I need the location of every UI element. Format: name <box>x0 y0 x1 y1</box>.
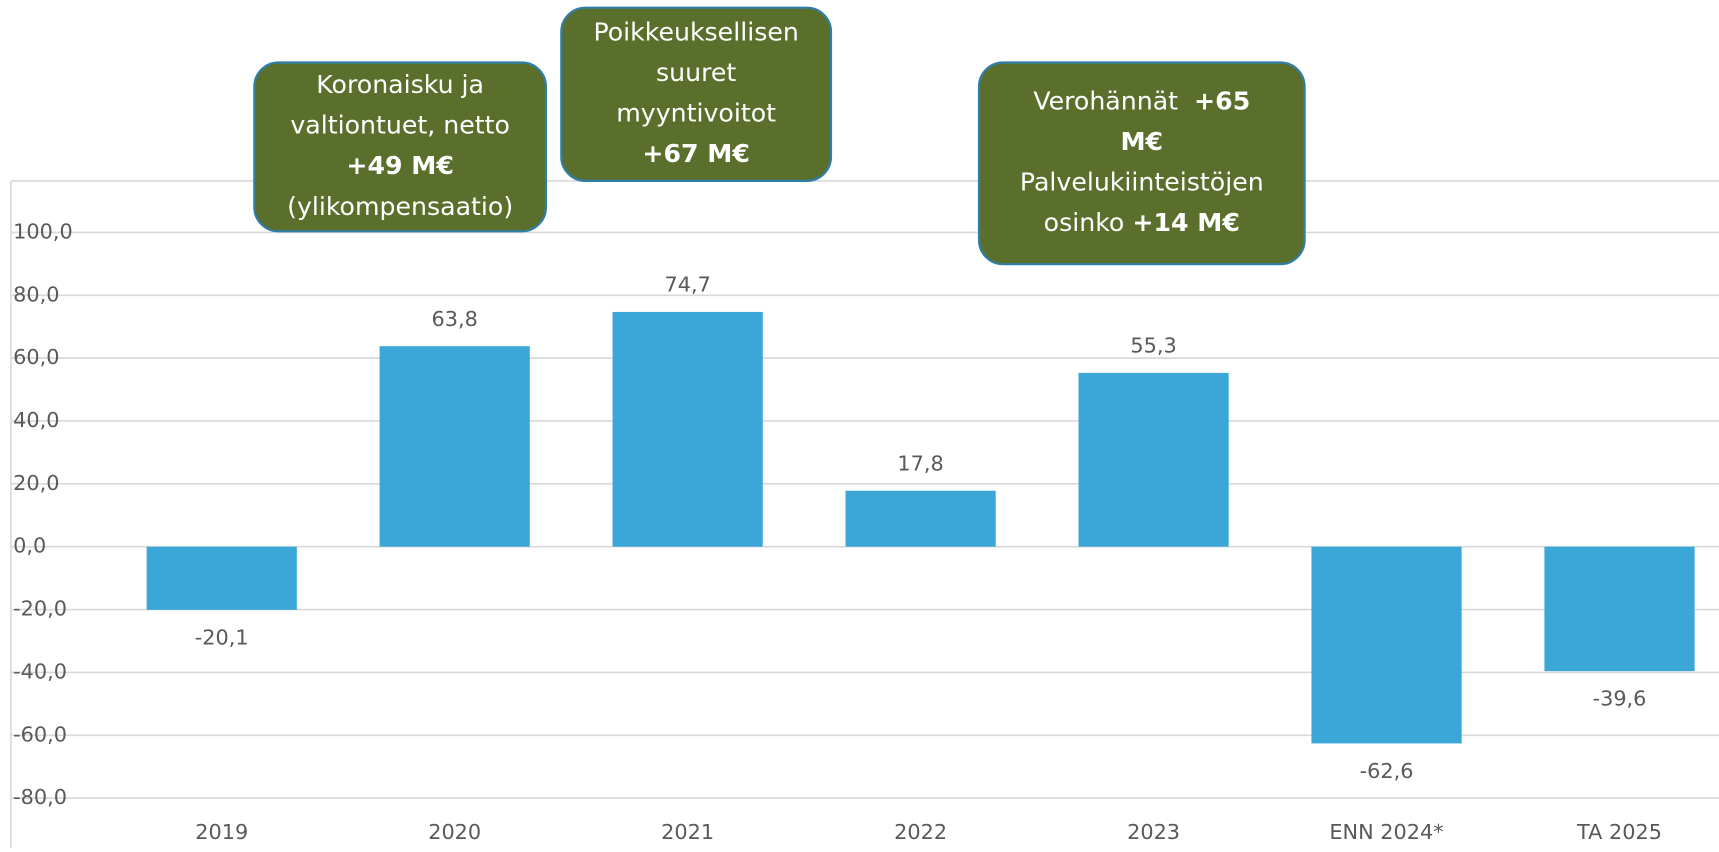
annotation-text: +67 M€ <box>642 139 750 168</box>
annotation: Poikkeuksellisen suuret myyntivoitot +67 M€ <box>560 6 833 182</box>
annotation-text: M€ <box>1120 127 1163 156</box>
y-tick-label: 40,0 <box>13 408 59 432</box>
data-label: 55,3 <box>1130 334 1176 358</box>
annotation-text: Palvelukiinteistöjen <box>1020 168 1264 197</box>
annotation-segment: valtiontuet, netto <box>290 111 510 140</box>
annotation-text: Koronaisku ja <box>316 70 484 99</box>
bar <box>1078 372 1229 547</box>
annotation: Koronaisku ja valtiontuet, netto +49 M€ (yl… <box>253 61 548 233</box>
annotation-segment: myyntivoitot <box>616 99 776 128</box>
data-label: -20,1 <box>195 625 249 649</box>
annotation-text: osinko +14 M€ <box>1044 208 1240 237</box>
x-tick-label: 2022 <box>894 820 947 844</box>
data-label: 17,8 <box>897 451 943 475</box>
bar <box>845 490 996 547</box>
annotation-text: suuret <box>656 58 736 87</box>
annotation-segment: +65 <box>1194 87 1250 116</box>
x-tick-label: TA 2025 <box>1576 820 1662 844</box>
data-label: -39,6 <box>1593 687 1647 711</box>
x-tick-label: 2020 <box>428 820 481 844</box>
annotation-segment: +14 M€ <box>1132 208 1240 237</box>
annotation-segment: Palvelukiinteistöjen <box>1020 168 1264 197</box>
y-tick-label: 0,0 <box>13 534 46 558</box>
annotation-text: Poikkeuksellisen <box>593 17 798 46</box>
annotation-text: myyntivoitot <box>616 99 776 128</box>
annotation-segment: +49 M€ <box>346 151 454 180</box>
annotation-text: +49 M€ <box>346 151 454 180</box>
bar <box>379 346 530 547</box>
x-tick-label: ENN 2024* <box>1329 820 1443 844</box>
annotation-segment: Koronaisku ja <box>316 70 484 99</box>
annotation-text: (ylikompensaatio) <box>287 192 513 221</box>
annotation-box <box>253 61 548 233</box>
data-label: 74,7 <box>664 273 710 297</box>
annotation-box <box>977 61 1306 266</box>
annotation-segment: suuret <box>656 58 736 87</box>
bar <box>1544 546 1695 672</box>
x-tick-label: 2021 <box>661 820 714 844</box>
annotation-box <box>560 6 833 182</box>
annotation-segment: (ylikompensaatio) <box>287 192 513 221</box>
y-tick-label: 60,0 <box>13 345 59 369</box>
y-tick-label: -80,0 <box>13 785 67 809</box>
data-label: 63,8 <box>432 307 478 331</box>
data-label: -62,6 <box>1360 759 1414 783</box>
bar <box>612 311 763 547</box>
y-tick-label: 80,0 <box>13 282 59 306</box>
x-tick-label: 2023 <box>1127 820 1180 844</box>
y-tick-label: -60,0 <box>13 722 67 746</box>
annotation: Verohännät +65 M€ Palvelukiinteistöjen osin… <box>977 61 1306 266</box>
y-tick-label: -20,0 <box>13 597 67 621</box>
annotation-segment: osinko <box>1044 208 1133 237</box>
annotation-segment: M€ <box>1120 127 1163 156</box>
annotation-segment: +67 M€ <box>642 139 750 168</box>
annotation-segment: Verohännät <box>1033 87 1194 116</box>
y-tick-label: 20,0 <box>13 471 59 495</box>
annotation-text: Verohännät +65 <box>1033 87 1250 116</box>
annotation-segment: Poikkeuksellisen <box>593 17 798 46</box>
annotation-text: valtiontuet, netto <box>290 111 510 140</box>
bar <box>1311 546 1462 744</box>
bar <box>146 546 297 610</box>
x-tick-label: 2019 <box>195 820 248 844</box>
y-tick-label: 100,0 <box>13 219 73 243</box>
y-tick-label: -40,0 <box>13 659 67 683</box>
